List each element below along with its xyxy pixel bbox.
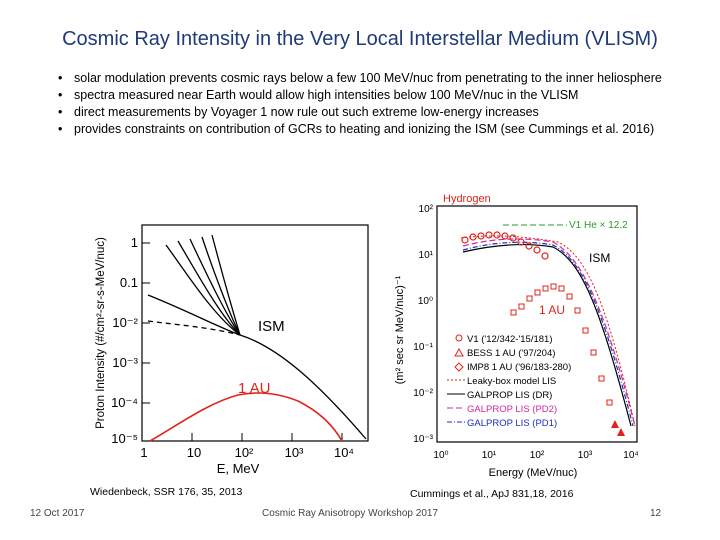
right-caption: Cummings et al., ApJ 831,18, 2016 <box>410 488 574 500</box>
bullet-item: provides constraints on contribution of … <box>58 121 698 138</box>
bullet-item: spectra measured near Earth would allow … <box>58 87 698 104</box>
left-caption: Wiedenbeck, SSR 176, 35, 2013 <box>90 486 243 498</box>
legend-item: GALPROP LIS (PD2) <box>467 404 557 415</box>
legend-item: GALPROP LIS (PD1) <box>467 418 557 429</box>
y-tick-label: 0.1 <box>120 275 138 290</box>
legend-item: IMP8 1 AU ('96/183-280) <box>467 362 571 373</box>
right-plot-frame <box>436 205 638 443</box>
y-tick-label: 10⁰ <box>418 296 433 307</box>
left-plot: 1 0.1 10⁻² 10⁻³ 10⁻⁴ 10⁻⁵ 1 10 10² 10³ 1… <box>88 215 370 477</box>
y-tick-label: 10⁻³ <box>413 434 433 445</box>
slide-title: Cosmic Ray Intensity in the Very Local I… <box>62 28 658 50</box>
x-tick-label: 10³ <box>578 450 593 461</box>
left-plot-frame <box>141 224 369 442</box>
y-tick-label: 10⁻⁴ <box>111 395 138 410</box>
x-tick-label: 10 <box>187 445 201 460</box>
x-tick-label: 10² <box>530 450 545 461</box>
y-tick-label: 10⁻² <box>112 315 138 330</box>
y-tick-label: 10² <box>419 204 434 215</box>
footer-title: Cosmic Ray Anisotropy Workshop 2017 <box>262 508 439 519</box>
y-tick-label: 10⁻⁵ <box>111 431 138 446</box>
ism-label: ISM <box>589 251 610 265</box>
bullet-item: direct measurements by Voyager 1 now rul… <box>58 104 698 121</box>
x-tick-label: 10⁴ <box>623 450 638 461</box>
x-tick-label: 10¹ <box>482 450 497 461</box>
y-tick-label: 10¹ <box>419 250 434 261</box>
x-tick-label: 10⁴ <box>334 445 354 460</box>
footer-date: 12 Oct 2017 <box>30 508 85 519</box>
legend-item: BESS 1 AU ('97/204) <box>467 348 555 359</box>
x-tick-label: 10³ <box>285 445 304 460</box>
x-tick-label: 10² <box>235 445 254 460</box>
x-tick-label: 1 <box>140 445 147 460</box>
page-number: 12 <box>650 508 662 519</box>
plot-title: Hydrogen <box>443 193 491 205</box>
x-axis-label: E, MeV <box>217 461 260 476</box>
y-tick-label: 10⁻¹ <box>413 342 433 353</box>
legend-item: V1 ('12/342-'15/181) <box>467 334 553 345</box>
bullet-list: solar modulation prevents cosmic rays be… <box>58 70 698 138</box>
legend-item: Leaky-box model LIS <box>467 376 556 387</box>
x-axis-label: Energy (MeV/nuc) <box>489 467 578 479</box>
y-tick-label: 10⁻² <box>413 388 433 399</box>
y-tick-label: 10⁻³ <box>112 355 138 370</box>
y-axis-label: Proton Intensity (#/cm²-sr-s-MeV/nuc) <box>95 237 107 429</box>
ism-label: ISM <box>258 318 285 335</box>
x-tick-label: 10⁰ <box>433 450 448 461</box>
legend-item: GALPROP LIS (DR) <box>467 390 552 401</box>
bullet-item: solar modulation prevents cosmic rays be… <box>58 70 698 87</box>
he-label: V1 He × 12.2 <box>569 220 628 231</box>
y-tick-label: 1 <box>131 235 138 250</box>
y-axis-label: (m² sec sr MeV/nuc)⁻¹ <box>394 275 406 384</box>
1au-label: 1 AU <box>238 380 271 397</box>
1au-label: 1 AU <box>539 303 565 317</box>
right-plot: Hydrogen 10² 10¹ 10⁰ 10⁻¹ 10⁻² 10⁻³ 10⁰ … <box>383 190 648 484</box>
